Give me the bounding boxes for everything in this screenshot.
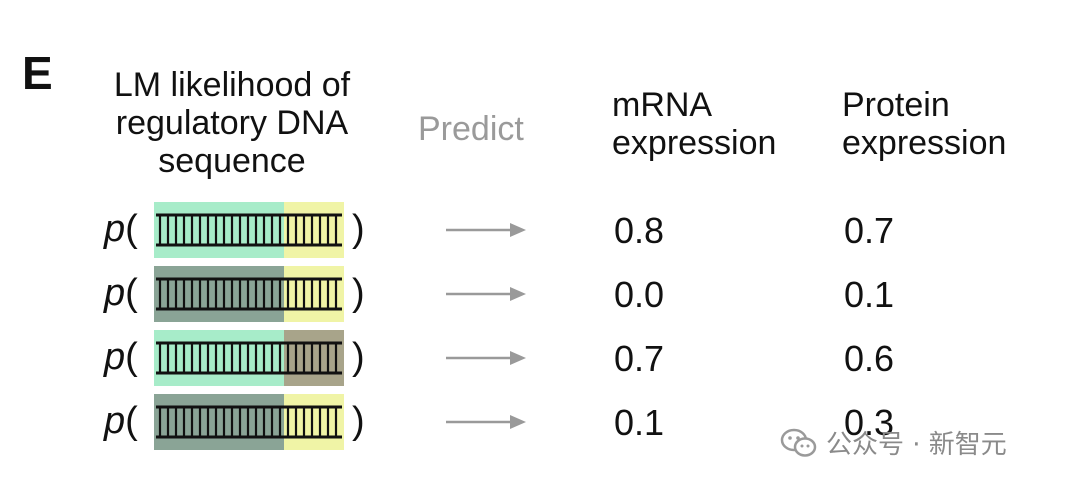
close-paren: )	[352, 272, 365, 314]
predict-arrow-icon	[446, 287, 526, 301]
mrna-value: 0.1	[614, 402, 665, 443]
probability-label: p	[104, 400, 126, 442]
header-protein-expression: Protein expression	[842, 86, 1007, 162]
dna-sequence	[154, 266, 344, 322]
probability-label: p	[104, 272, 126, 314]
probability-open: p(	[104, 208, 138, 251]
open-paren: (	[125, 208, 138, 250]
header-mrna-expression: mRNA expression	[612, 86, 777, 162]
close-paren: )	[352, 336, 365, 378]
mrna-value: 0.0	[614, 274, 665, 315]
predict-arrow-icon	[446, 351, 526, 365]
probability-open: p(	[104, 336, 138, 379]
sequence-row: p() 0.0 0.1	[0, 266, 1080, 322]
mrna-value: 0.7	[614, 338, 665, 379]
predict-arrow-icon	[446, 223, 526, 237]
wechat-icon	[780, 428, 817, 457]
sequence-row: p() 0.1 0.3	[0, 394, 1080, 450]
dna-right-region	[284, 266, 344, 322]
sequence-row: p() 0.7 0.6	[0, 330, 1080, 386]
dna-right-region	[284, 394, 344, 450]
open-paren: (	[125, 400, 138, 442]
protein-value: 0.7	[844, 210, 895, 251]
dna-sequence	[154, 330, 344, 386]
predict-arrow-icon	[446, 415, 526, 429]
close-paren: )	[352, 400, 365, 442]
probability-label: p	[104, 208, 126, 250]
protein-value: 0.6	[844, 338, 895, 379]
protein-value: 0.1	[844, 274, 895, 315]
dna-sequence	[154, 202, 344, 258]
mrna-value: 0.8	[614, 210, 665, 251]
header-predict: Predict	[418, 110, 524, 148]
probability-open: p(	[104, 400, 138, 443]
open-paren: (	[125, 272, 138, 314]
watermark-text: 公众号 · 新智元	[826, 430, 1007, 460]
probability-open: p(	[104, 272, 138, 315]
sequence-row: p() 0.8 0.7	[0, 202, 1080, 258]
header-lm-likelihood: LM likelihood of regulatory DNA sequence	[113, 66, 351, 180]
dna-right-region	[284, 330, 344, 386]
probability-label: p	[104, 336, 126, 378]
open-paren: (	[125, 336, 138, 378]
close-paren: )	[352, 208, 365, 250]
panel-letter: E	[22, 47, 53, 99]
protein-value: 0.3	[844, 402, 895, 443]
watermark: 公众号 · 新智元	[780, 424, 1007, 461]
dna-sequence	[154, 394, 344, 450]
dna-right-region	[284, 202, 344, 258]
